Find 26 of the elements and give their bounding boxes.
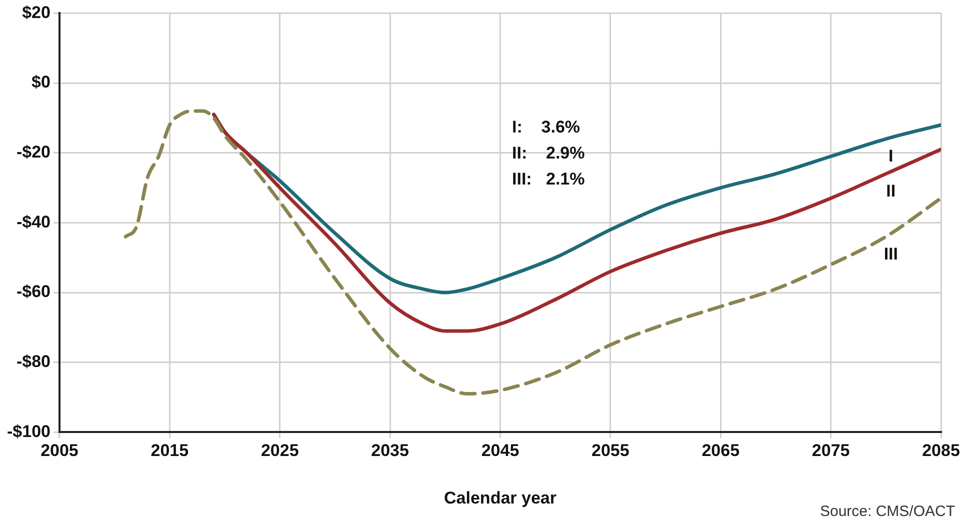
y-tick-label: -$40 — [16, 212, 50, 232]
annotation: II: 2.9% — [512, 144, 585, 163]
series-label: III — [884, 244, 898, 264]
x-tick-label: 2085 — [922, 441, 960, 460]
x-axis-title: Calendar year — [444, 488, 557, 508]
x-tick-label: 2025 — [260, 441, 299, 460]
x-tick-label: 2015 — [150, 441, 189, 460]
line-series — [124, 109, 941, 396]
x-tick-label: 2005 — [40, 441, 78, 460]
x-tick-label: 2035 — [371, 441, 409, 460]
y-tick-label: -$60 — [16, 282, 50, 302]
series-label: I — [888, 146, 894, 166]
y-tick-label: $20 — [22, 2, 50, 22]
series-label: II — [886, 182, 896, 201]
annotation: III: 2.1% — [512, 170, 585, 189]
annotation: I: 3.6% — [512, 118, 580, 137]
x-tick-label: 2055 — [592, 441, 630, 460]
y-tick-label: -$80 — [16, 352, 50, 372]
x-tick-label: 2045 — [481, 441, 520, 460]
source-note: Source: CMS/OACT — [820, 503, 955, 520]
x-tick-label: 2065 — [702, 441, 740, 460]
y-tick-label: -$100 — [6, 422, 50, 441]
x-tick-label: 2075 — [812, 441, 850, 460]
y-tick-label: $0 — [32, 72, 50, 92]
y-tick-label: -$20 — [16, 142, 50, 162]
line-series — [212, 112, 941, 333]
